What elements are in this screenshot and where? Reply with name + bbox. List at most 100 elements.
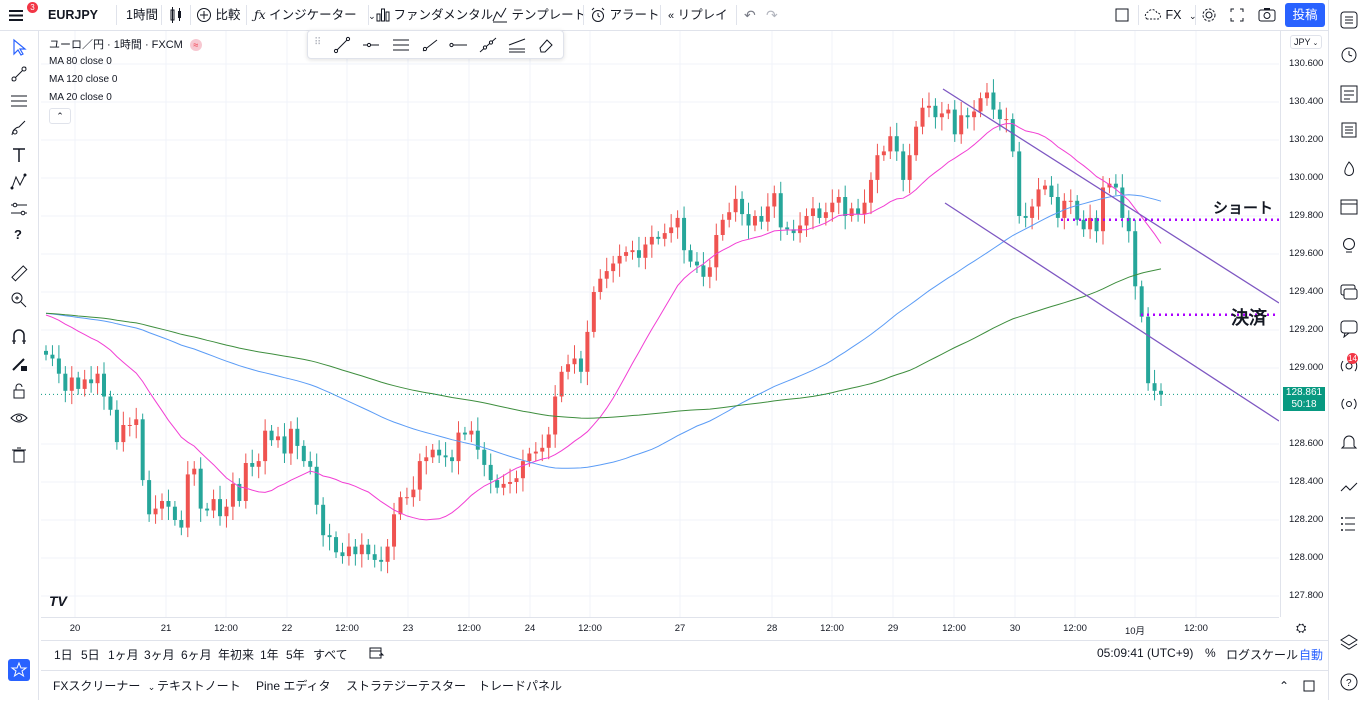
range-button[interactable]: 3ヶ月 [144,648,175,662]
cloud-layout-button[interactable]: FX ⌄ [1142,0,1197,30]
drag-handle-icon[interactable]: ⠿ [314,37,322,48]
interval-button[interactable]: 1時間 [126,8,158,22]
compare-button[interactable]: 比較 [196,0,241,30]
screenshot-button[interactable] [1258,0,1276,30]
price-chart[interactable] [41,31,1279,617]
zigzag-icon[interactable] [1339,478,1359,498]
ideas-bulb-icon[interactable] [1339,236,1359,256]
legend-ma20[interactable]: MA 20 close 0 [49,92,112,103]
chat-icon[interactable] [1339,282,1359,302]
candle-body [727,212,732,220]
range-button[interactable]: 6ヶ月 [181,648,212,662]
currency-selector[interactable]: JPY ⌄ [1290,35,1323,49]
text-icon[interactable] [9,145,29,165]
legend-ma120[interactable]: MA 120 close 0 [49,74,118,85]
layout-button[interactable] [1114,0,1130,30]
object-tree-icon[interactable] [1339,514,1359,534]
range-button[interactable]: すべて [313,648,348,662]
range-button[interactable]: 1年 [260,648,279,662]
indicators-button[interactable]: ƒx インジケーター ⌄ [254,0,376,30]
hotlist-flame-icon[interactable] [1339,160,1359,180]
clock-display[interactable]: 05:09:41 (UTC+9) [1097,646,1194,660]
undo-button[interactable]: ↶ [744,0,756,30]
trash-icon[interactable] [9,445,29,465]
redo-button[interactable]: ↷ [766,0,778,30]
eye-icon[interactable] [9,408,29,428]
data-window-icon[interactable] [1339,84,1359,104]
range-button[interactable]: 5年 [286,648,305,662]
templates-button[interactable]: テンプレート [492,0,586,30]
range-button[interactable]: 1ヶ月 [108,648,139,662]
bell-icon[interactable] [1339,432,1359,452]
tab-strategy-tester[interactable]: ストラテジーテスター [346,679,467,693]
short-annotation[interactable]: ショート [1213,200,1274,217]
news-icon[interactable] [1339,120,1359,140]
date-range-icon[interactable] [369,646,385,663]
maximize-panel-button[interactable] [1303,671,1315,701]
layers-icon[interactable] [1339,632,1359,652]
alert-button[interactable]: アラート [590,0,660,30]
trend-line-icon[interactable] [332,35,352,55]
log-scale-toggle[interactable]: ログスケール [1226,648,1299,662]
horizontal-lines-icon[interactable] [9,91,29,111]
publish-button[interactable]: 投稿 [1285,3,1325,27]
horizontal-ray-icon[interactable] [361,35,381,55]
help-circle-icon[interactable]: ? [1339,672,1359,692]
collapse-panel-icon[interactable]: ⌃ [1279,679,1290,693]
price-scale[interactable]: JPY ⌄ 130.600 130.400 130.200 130.000 129.800… [1280,31,1329,617]
trend-line-icon[interactable] [9,64,29,84]
candle-body [901,151,906,180]
calendar-icon[interactable] [1339,196,1359,216]
prediction-icon[interactable] [9,199,29,219]
range-button[interactable]: 年初来 [218,648,255,662]
watchlist-star-button[interactable] [8,659,30,681]
menu-button[interactable] [8,0,24,30]
tab-text-notes[interactable]: テキストノート [157,679,241,693]
settings-button[interactable] [1201,0,1217,30]
lock-icon[interactable] [9,381,29,401]
legend-ma80[interactable]: MA 80 close 0 [49,56,112,67]
candle-body [1113,183,1118,188]
range-button[interactable]: 1日 [54,648,73,662]
price-tick: 128.400 [1289,476,1324,487]
zoom-in-icon[interactable] [9,290,29,310]
ruler-icon[interactable] [9,263,29,283]
fundamentals-button[interactable]: ファンダメンタル [376,0,493,30]
tab-fx-screener[interactable]: FXスクリーナー ⌄ [53,671,155,701]
parallel-lines-icon[interactable] [391,35,411,55]
info-line-icon[interactable] [449,35,469,55]
magnet-icon[interactable] [9,327,29,347]
cursor-icon[interactable] [9,37,29,57]
percent-toggle[interactable]: % [1205,646,1216,660]
collapse-legend-button[interactable]: ⌃ [49,108,71,124]
tab-trade-panel[interactable]: トレードパネル [478,679,563,693]
brush-icon[interactable] [9,118,29,138]
menu-badge: 3 [27,2,38,13]
time-scale-settings-icon[interactable]: ⛭ [1296,620,1307,635]
watchlist-icon[interactable] [1339,10,1359,30]
auto-scale-toggle[interactable]: 自動 [1299,648,1324,662]
channel-icon[interactable] [507,35,527,55]
price-tick: 128.200 [1289,514,1324,525]
tab-pine-editor[interactable]: Pine エディタ [256,679,331,693]
pencil-lock-icon[interactable] [9,354,29,374]
time-tick: 12:00 [335,623,359,634]
candle-body [856,208,861,215]
ray-icon[interactable] [420,35,440,55]
eraser-icon[interactable] [536,35,556,55]
extended-line-icon[interactable] [478,35,498,55]
alarm-clock-icon[interactable] [1339,44,1359,64]
stream-icon[interactable] [1339,394,1359,414]
pattern-icon[interactable] [9,172,29,192]
chart-type-button[interactable] [168,0,184,30]
range-button[interactable]: 5日 [81,648,100,662]
chart-pane[interactable]: ユーロ／円 · 1時間 · FXCM ≈ MA 80 close 0 MA 12… [41,31,1279,617]
market-status-icon[interactable]: ≈ [189,39,202,51]
symbol-search[interactable]: EURJPY [48,8,99,22]
replay-button[interactable]: « リプレイ [668,0,728,30]
time-scale[interactable]: 20 21 12:00 22 12:00 23 12:00 24 12:00 27 28 12:00 2… [41,617,1279,640]
settle-annotation[interactable]: 決済 [1231,308,1267,328]
comment-icon[interactable] [1339,318,1359,338]
help-icon[interactable]: ? [14,227,22,242]
fullscreen-button[interactable] [1229,0,1245,30]
